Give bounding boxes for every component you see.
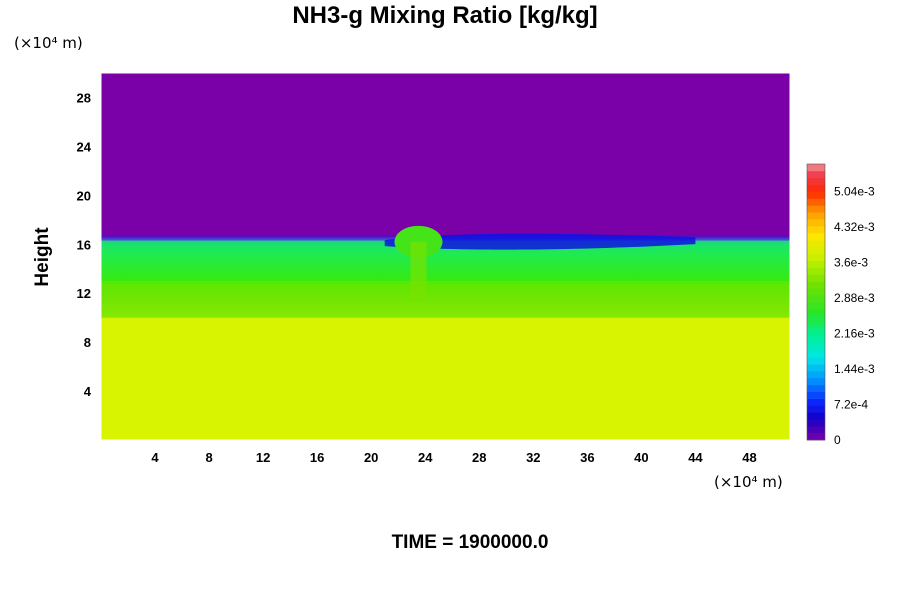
colorbar-swatch — [807, 164, 825, 172]
colorbar-tick-label: 4.32e-3 — [834, 220, 875, 234]
x-tick-label: 24 — [418, 450, 433, 465]
y-tick-label: 4 — [84, 384, 92, 399]
colorbar-swatch — [807, 308, 825, 317]
colorbar-swatch — [807, 184, 825, 192]
colorbar-swatch — [807, 274, 825, 282]
x-tick-label: 28 — [472, 450, 486, 465]
colorbar-swatch — [807, 281, 825, 289]
x-tick-label: 4 — [151, 450, 159, 465]
colorbar-swatch — [807, 322, 825, 330]
field-layer-1 — [101, 280, 790, 318]
colorbar-swatch — [807, 177, 825, 185]
colorbar-swatch — [807, 239, 825, 248]
colorbar-tick-label: 2.88e-3 — [834, 291, 875, 305]
colorbar-swatch — [807, 405, 825, 413]
colorbar-swatch — [807, 315, 825, 323]
colorbar-swatch — [807, 412, 825, 420]
field-layer-0 — [101, 317, 790, 440]
colorbar-tick-label: 3.6e-3 — [834, 256, 868, 270]
colorbar-swatch — [807, 357, 825, 365]
field-layer-3 — [101, 73, 790, 241]
y-tick-label: 24 — [77, 139, 92, 154]
depleted-layer — [384, 233, 696, 250]
colorbar-swatch — [807, 398, 825, 406]
plot-area — [100, 72, 791, 441]
colorbar-swatch — [807, 350, 825, 358]
y-tick-label: 12 — [77, 286, 91, 301]
colorbar-swatch — [807, 371, 825, 379]
colorbar-swatch — [807, 198, 825, 206]
colorbar-swatch — [807, 343, 825, 351]
x-tick-label: 36 — [580, 450, 594, 465]
colorbar-swatch — [807, 212, 825, 220]
y-tick-label: 28 — [77, 90, 91, 105]
y-axis-unit: (×10⁴ m) — [14, 34, 83, 52]
colorbar-swatch — [807, 336, 825, 344]
colorbar-swatch — [807, 191, 825, 199]
colorbar-swatch — [807, 377, 825, 386]
colorbar-swatch — [807, 364, 825, 372]
colorbar-swatch — [807, 253, 825, 261]
colorbar-swatch — [807, 246, 825, 254]
x-tick-label: 48 — [742, 450, 756, 465]
colorbar-swatch — [807, 233, 825, 241]
colorbar-swatch — [807, 288, 825, 296]
colorbar-swatch — [807, 329, 825, 337]
colorbar-swatch — [807, 426, 825, 434]
colorbar-tick-label: 5.04e-3 — [834, 185, 875, 199]
x-axis-ticks: 4 8 12 16 20 24 28 32 36 40 44 48 — [151, 450, 756, 465]
x-tick-label: 40 — [634, 450, 648, 465]
colorbar-frame — [806, 163, 826, 441]
colorbar-swatch — [807, 205, 825, 213]
x-tick-label: 8 — [205, 450, 212, 465]
y-tick-label: 8 — [84, 335, 91, 350]
colorbar-swatch — [807, 260, 825, 268]
colorbar-swatch — [807, 433, 825, 441]
colorbar-swatch — [807, 219, 825, 227]
y-tick-label: 16 — [77, 237, 91, 252]
colorbar-swatch — [807, 226, 825, 234]
colorbar-tick-label: 0 — [834, 433, 841, 447]
chart-title: NH3-g Mixing Ratio [kg/kg] — [292, 2, 598, 29]
x-tick-label: 44 — [688, 450, 703, 465]
colorbar-tick-label: 1.44e-3 — [834, 362, 875, 376]
colorbar-swatch — [807, 391, 825, 399]
x-tick-label: 16 — [310, 450, 324, 465]
x-tick-label: 20 — [364, 450, 378, 465]
colorbar-swatch — [807, 170, 825, 179]
colorbar-tick-label: 2.16e-3 — [834, 327, 875, 341]
colorbar-swatch — [807, 302, 825, 310]
x-axis-unit: (×10⁴ m) — [714, 473, 783, 491]
y-tick-label: 20 — [77, 188, 91, 203]
colorbar: 0 7.2e-4 1.44e-3 2.16e-3 2.88e-3 3.6e-3 4.32e-… — [806, 163, 875, 447]
colorbar-swatch — [807, 419, 825, 427]
colorbar-swatch — [807, 267, 825, 275]
colorbar-swatch — [807, 295, 825, 303]
time-label: TIME = 1900000.0 — [391, 532, 549, 553]
plot-frame — [100, 72, 791, 441]
colorbar-swatch — [807, 384, 825, 392]
colorbar-tick-label: 7.2e-4 — [834, 398, 868, 412]
x-tick-label: 12 — [256, 450, 270, 465]
x-tick-label: 32 — [526, 450, 540, 465]
plume-column — [410, 241, 427, 300]
y-axis-ticks: 4 8 12 16 20 24 28 — [77, 90, 92, 399]
